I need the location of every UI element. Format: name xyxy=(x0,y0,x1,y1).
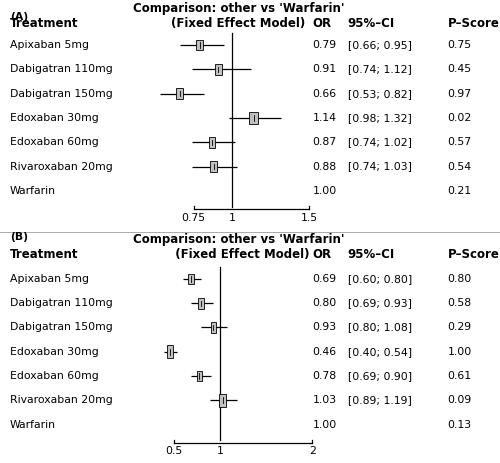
Text: 2: 2 xyxy=(309,446,316,457)
Text: 0.61: 0.61 xyxy=(448,371,471,381)
Text: [0.89; 1.19]: [0.89; 1.19] xyxy=(348,395,412,405)
Text: 0.02: 0.02 xyxy=(448,113,472,123)
Text: 1.03: 1.03 xyxy=(312,395,336,405)
Text: Dabigatran 150mg: Dabigatran 150mg xyxy=(10,89,113,99)
Text: 0.80: 0.80 xyxy=(312,298,337,308)
Bar xyxy=(196,40,203,50)
Text: 0.09: 0.09 xyxy=(448,395,472,405)
Text: (A): (A) xyxy=(10,12,28,22)
Text: 0.88: 0.88 xyxy=(312,162,336,171)
Text: Apixaban 5mg: Apixaban 5mg xyxy=(10,274,89,284)
Text: 0.78: 0.78 xyxy=(312,371,336,381)
Text: 0.69: 0.69 xyxy=(312,274,336,284)
Bar xyxy=(208,137,216,148)
Bar xyxy=(188,274,194,284)
Bar xyxy=(176,88,183,99)
Text: 1.5: 1.5 xyxy=(300,213,318,223)
Text: 0.57: 0.57 xyxy=(448,137,471,147)
Text: 0.91: 0.91 xyxy=(312,64,336,75)
Text: [0.74; 1.03]: [0.74; 1.03] xyxy=(348,162,412,171)
Text: [0.98; 1.32]: [0.98; 1.32] xyxy=(348,113,412,123)
Text: Dabigatran 110mg: Dabigatran 110mg xyxy=(10,298,113,308)
Text: 0.21: 0.21 xyxy=(448,186,471,196)
Text: [0.69; 0.93]: [0.69; 0.93] xyxy=(348,298,412,308)
Text: Comparison: other vs 'Warfarin': Comparison: other vs 'Warfarin' xyxy=(132,2,344,15)
Text: 95%–CI: 95%–CI xyxy=(348,248,395,261)
Text: 0.93: 0.93 xyxy=(312,323,336,332)
Text: OR: OR xyxy=(312,248,332,261)
Text: 1: 1 xyxy=(228,213,235,223)
Text: Edoxaban 30mg: Edoxaban 30mg xyxy=(10,347,99,357)
Text: 1.00: 1.00 xyxy=(312,186,337,196)
Text: 1: 1 xyxy=(216,446,223,457)
Text: P–Score: P–Score xyxy=(448,17,500,30)
Text: Warfarin: Warfarin xyxy=(10,419,56,430)
Text: 95%–CI: 95%–CI xyxy=(348,17,395,30)
Text: Dabigatran 150mg: Dabigatran 150mg xyxy=(10,323,113,332)
Text: 0.97: 0.97 xyxy=(448,89,471,99)
Bar xyxy=(198,298,204,308)
Text: P–Score: P–Score xyxy=(448,248,500,261)
Text: [0.74; 1.12]: [0.74; 1.12] xyxy=(348,64,412,75)
Bar xyxy=(249,112,258,124)
Text: [0.80; 1.08]: [0.80; 1.08] xyxy=(348,323,412,332)
Text: 0.46: 0.46 xyxy=(312,347,336,357)
Text: [0.66; 0.95]: [0.66; 0.95] xyxy=(348,40,412,50)
Text: [0.69; 0.90]: [0.69; 0.90] xyxy=(348,371,412,381)
Text: Dabigatran 110mg: Dabigatran 110mg xyxy=(10,64,113,75)
Text: Rivaroxaban 20mg: Rivaroxaban 20mg xyxy=(10,162,113,171)
Text: 1.14: 1.14 xyxy=(312,113,336,123)
Bar xyxy=(210,161,217,172)
Text: (Fixed Effect Model): (Fixed Effect Model) xyxy=(171,17,306,30)
Text: 0.79: 0.79 xyxy=(312,40,336,50)
Text: (B): (B) xyxy=(10,232,28,243)
Text: OR: OR xyxy=(312,17,332,30)
Text: [0.60; 0.80]: [0.60; 0.80] xyxy=(348,274,412,284)
Text: Treatment: Treatment xyxy=(10,17,78,30)
Text: Edoxaban 60mg: Edoxaban 60mg xyxy=(10,371,99,381)
Text: [0.53; 0.82]: [0.53; 0.82] xyxy=(348,89,412,99)
Text: 0.13: 0.13 xyxy=(448,419,471,430)
Text: 0.66: 0.66 xyxy=(312,89,336,99)
Text: Rivaroxaban 20mg: Rivaroxaban 20mg xyxy=(10,395,113,405)
Text: 0.54: 0.54 xyxy=(448,162,471,171)
Text: 0.5: 0.5 xyxy=(165,446,182,457)
Text: 0.29: 0.29 xyxy=(448,323,471,332)
Text: [0.40; 0.54]: [0.40; 0.54] xyxy=(348,347,412,357)
Text: 0.80: 0.80 xyxy=(448,274,472,284)
Text: 0.58: 0.58 xyxy=(448,298,471,308)
Text: Edoxaban 60mg: Edoxaban 60mg xyxy=(10,137,99,147)
Text: 0.75: 0.75 xyxy=(182,213,206,223)
Text: 0.87: 0.87 xyxy=(312,137,336,147)
Text: Treatment: Treatment xyxy=(10,248,78,261)
Bar xyxy=(210,322,216,333)
Bar xyxy=(220,394,226,407)
Text: 0.75: 0.75 xyxy=(448,40,471,50)
Text: [0.74; 1.02]: [0.74; 1.02] xyxy=(348,137,412,147)
Bar xyxy=(196,371,202,382)
Text: Apixaban 5mg: Apixaban 5mg xyxy=(10,40,89,50)
Text: 1.00: 1.00 xyxy=(312,419,337,430)
Text: Edoxaban 30mg: Edoxaban 30mg xyxy=(10,113,99,123)
Bar xyxy=(166,345,173,358)
Text: 0.45: 0.45 xyxy=(448,64,471,75)
Text: Comparison: other vs 'Warfarin': Comparison: other vs 'Warfarin' xyxy=(132,233,344,246)
Text: (Fixed Effect Model): (Fixed Effect Model) xyxy=(167,248,310,261)
Text: Warfarin: Warfarin xyxy=(10,186,56,196)
Text: 1.00: 1.00 xyxy=(448,347,472,357)
Bar xyxy=(215,64,222,75)
